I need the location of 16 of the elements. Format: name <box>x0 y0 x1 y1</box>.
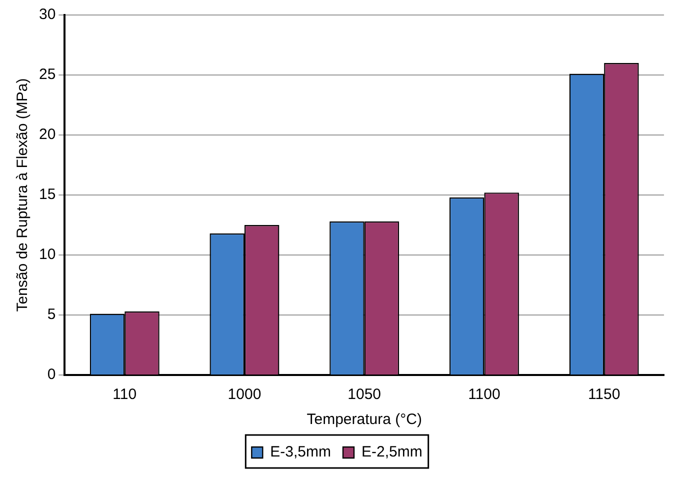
x-tick-label: 1000 <box>228 386 262 404</box>
y-tick-label: 30 <box>38 6 56 24</box>
y-tick-label: 10 <box>38 246 56 264</box>
y-axis-title: Tensão de Ruptura à Flexão (MPa) <box>14 78 32 312</box>
x-tick-label: 110 <box>112 386 137 404</box>
y-tick-label: 15 <box>38 186 56 204</box>
x-axis-title: Temperatura (°C) <box>306 411 422 428</box>
y-tick-label: 25 <box>38 66 56 84</box>
legend-label: E-2,5mm <box>362 444 422 461</box>
x-tick-label: 1100 <box>468 386 500 404</box>
x-tick-label: 1050 <box>348 386 382 404</box>
x-tick-label: 1150 <box>588 386 620 404</box>
y-tick-label: 5 <box>47 306 56 324</box>
legend-label: E-3,5mm <box>270 444 331 461</box>
y-tick-label: 20 <box>38 126 56 144</box>
y-tick-label: 0 <box>47 366 56 384</box>
